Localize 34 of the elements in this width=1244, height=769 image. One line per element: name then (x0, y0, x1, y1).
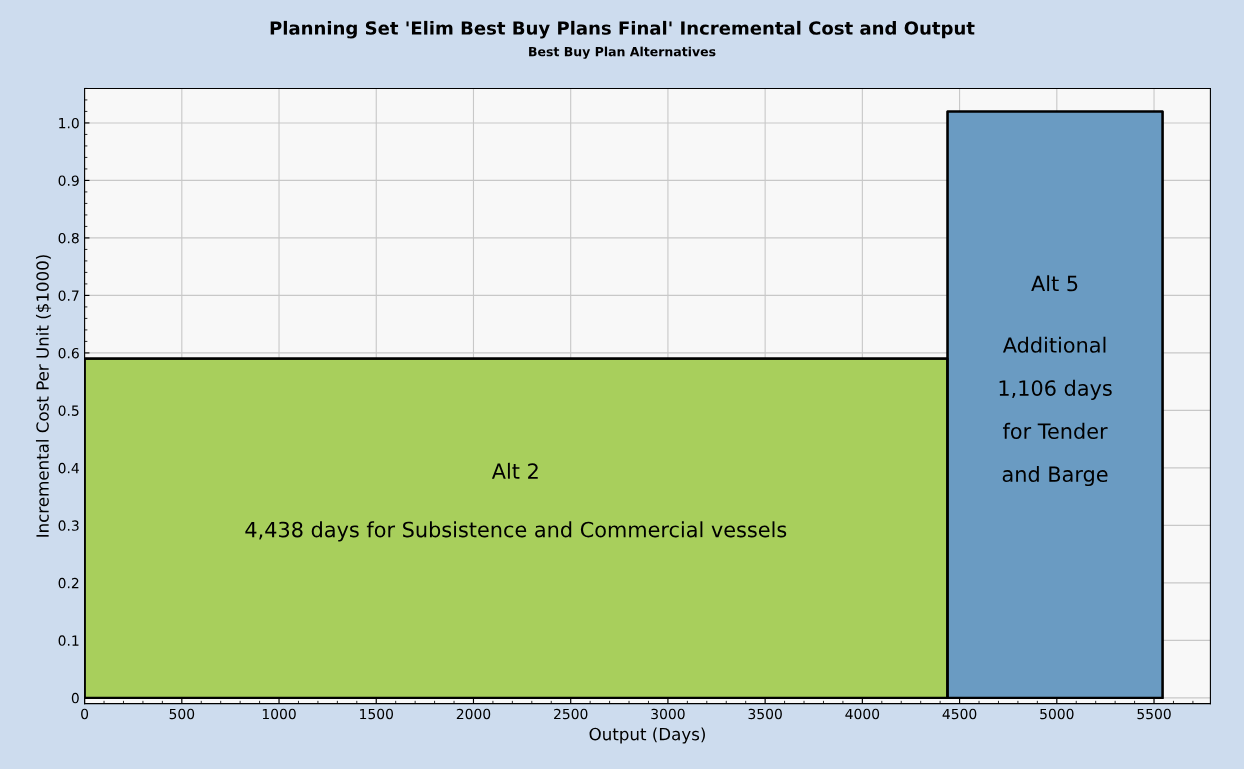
x-tick-label: 5000 (1040, 708, 1074, 720)
chart-title: Planning Set 'Elim Best Buy Plans Final' Incremental Cost and Output (270, 20, 975, 39)
annotation: 4,438 days for Subsistence and Commercial vessels (245, 521, 787, 542)
y-tick-label: 0.8 (58, 232, 79, 244)
y-tick-label: 0.3 (58, 520, 79, 531)
annotation: 1,106 days (999, 379, 1112, 400)
x-axis-title: Output (Days) (589, 727, 705, 744)
y-tick-label: 0.1 (58, 635, 79, 646)
x-tick-label: 4500 (942, 708, 977, 720)
y-tick-label: 0.4 (58, 462, 79, 474)
x-tick-label: 2500 (554, 708, 588, 720)
x-tick-label: 4000 (845, 708, 880, 720)
annotation: Additional (1002, 336, 1106, 353)
y-tick-label: 0 (71, 692, 79, 704)
y-axis-title: Incremental Cost Per Unit ($1000) (35, 255, 52, 537)
y-tick-label: 0.5 (58, 405, 79, 416)
y-tick-label: 0.6 (58, 347, 79, 359)
annotation: Alt 5 (1031, 275, 1078, 292)
x-tick-label: 3000 (651, 708, 685, 720)
chart-subtitle: Best Buy Plan Alternatives (529, 46, 716, 59)
y-tick-label: 0.9 (58, 175, 79, 186)
annotation: for Tender (1002, 422, 1108, 439)
y-tick-label: 0.7 (58, 290, 79, 301)
x-tick-label: 1500 (360, 708, 394, 720)
x-tick-label: 500 (169, 708, 195, 720)
x-tick-label: 5500 (1137, 708, 1171, 720)
annotation: and Barge (1002, 465, 1108, 487)
x-tick-label: 0 (81, 708, 89, 720)
x-tick-label: 2000 (456, 708, 491, 720)
y-tick-label: 0.2 (58, 577, 79, 589)
x-tick-label: 1000 (262, 708, 296, 720)
annotation: Alt 2 (491, 462, 538, 479)
y-tick-label: 1.0 (59, 117, 79, 129)
x-tick-label: 3500 (748, 708, 782, 720)
